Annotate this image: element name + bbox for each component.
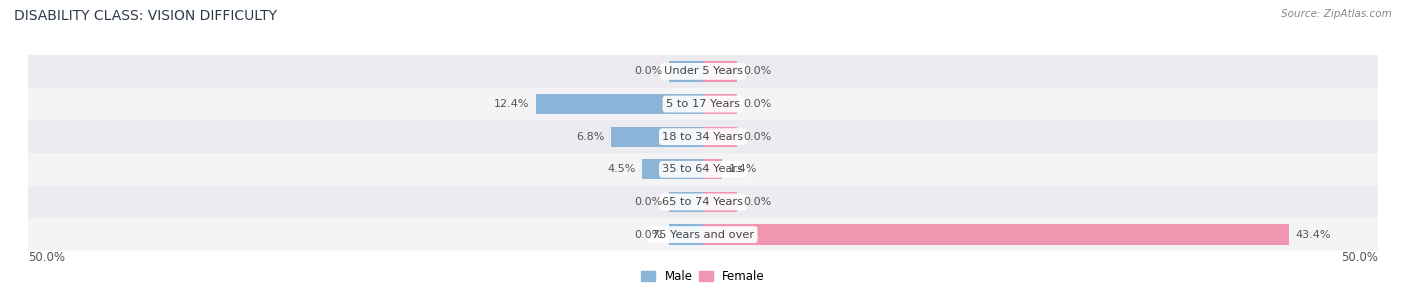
Text: 75 Years and over: 75 Years and over [652,230,754,240]
Bar [703,159,721,179]
Bar [28,55,1378,88]
Text: 5 to 17 Years: 5 to 17 Years [666,99,740,109]
Text: 65 to 74 Years: 65 to 74 Years [662,197,744,207]
Bar [703,127,737,147]
Text: 0.0%: 0.0% [744,66,772,76]
Bar [612,127,703,147]
Bar [703,94,737,114]
Text: 0.0%: 0.0% [744,197,772,207]
Bar [28,186,1378,218]
Text: 18 to 34 Years: 18 to 34 Years [662,132,744,142]
Text: 0.0%: 0.0% [634,66,662,76]
Text: DISABILITY CLASS: VISION DIFFICULTY: DISABILITY CLASS: VISION DIFFICULTY [14,9,277,23]
Bar [703,192,737,212]
Bar [28,120,1378,153]
Text: 0.0%: 0.0% [634,230,662,240]
Bar [28,218,1378,251]
Text: Source: ZipAtlas.com: Source: ZipAtlas.com [1281,9,1392,19]
Bar [28,153,1378,186]
Text: 50.0%: 50.0% [1341,251,1378,264]
Bar [669,61,703,81]
Text: 0.0%: 0.0% [744,99,772,109]
Text: 4.5%: 4.5% [607,164,636,174]
Bar [703,61,737,81]
Bar [669,192,703,212]
Text: 35 to 64 Years: 35 to 64 Years [662,164,744,174]
Text: Under 5 Years: Under 5 Years [664,66,742,76]
Bar [536,94,703,114]
Text: 50.0%: 50.0% [28,251,65,264]
Bar [669,225,703,245]
Text: 0.0%: 0.0% [744,132,772,142]
Bar [28,88,1378,120]
Legend: Male, Female: Male, Female [637,266,769,288]
Text: 0.0%: 0.0% [634,197,662,207]
Text: 1.4%: 1.4% [728,164,756,174]
Text: 43.4%: 43.4% [1295,230,1331,240]
Bar [643,159,703,179]
Text: 12.4%: 12.4% [494,99,529,109]
Bar [703,225,1289,245]
Text: 6.8%: 6.8% [576,132,605,142]
